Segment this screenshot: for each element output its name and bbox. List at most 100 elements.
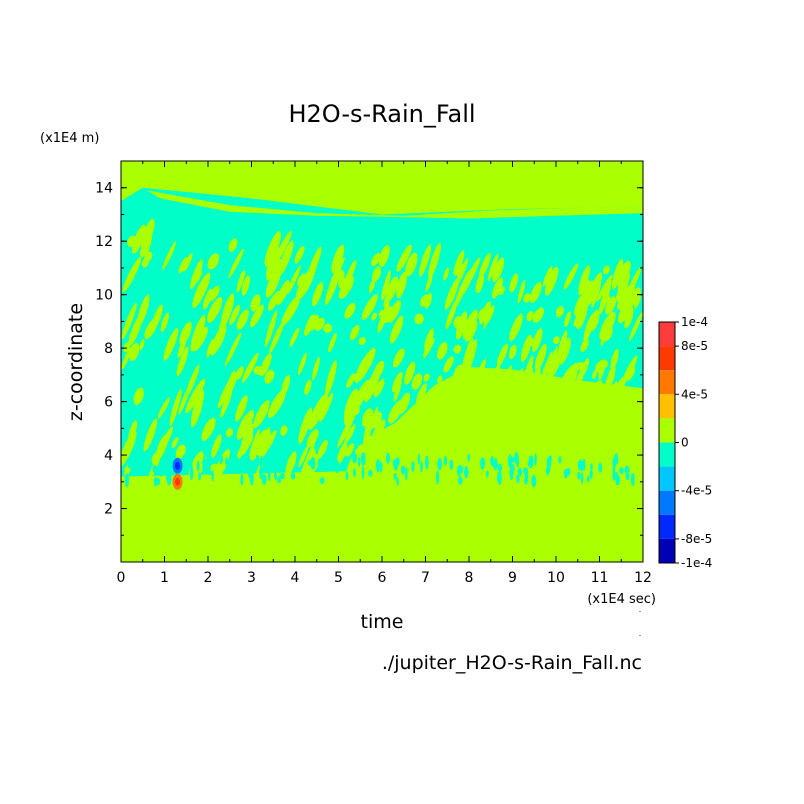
negative-speckle <box>580 472 584 485</box>
negative-speckle <box>528 455 534 469</box>
positive-streak <box>298 407 313 444</box>
positive-streak <box>629 312 643 341</box>
positive-streak <box>236 309 249 331</box>
negative-speckle <box>277 475 282 484</box>
positive-streak <box>416 383 427 404</box>
positive-streak <box>371 419 386 443</box>
positive-streak <box>178 256 189 274</box>
positive-streak <box>605 296 617 315</box>
positive-streak <box>424 293 432 309</box>
negative-speckle <box>379 461 383 473</box>
positive-streak <box>464 320 478 342</box>
source-file-label: ./jupiter_H2O-s-Rain_Fall.nc <box>382 652 642 674</box>
positive-streak <box>295 267 315 301</box>
negative-speckle <box>317 458 321 469</box>
positive-streak <box>548 407 559 422</box>
positive-streak <box>418 407 433 429</box>
positive-streak <box>343 411 354 427</box>
positive-streak <box>133 387 144 405</box>
positive-streak <box>441 415 458 447</box>
positive-streak <box>578 265 590 296</box>
negative-speckle <box>420 461 423 473</box>
colorbar-label: 1e-4 <box>681 315 708 329</box>
negative-speckle <box>435 470 440 485</box>
positive-streak <box>190 389 205 428</box>
negative-speckle <box>497 471 502 485</box>
positive-streak <box>442 388 456 425</box>
positive-streak <box>612 357 618 366</box>
x-tick-label: 10 <box>547 570 565 586</box>
positive-streak <box>519 366 534 389</box>
positive-streak <box>294 245 305 264</box>
positive-streak <box>344 443 355 459</box>
positive-streak <box>190 314 206 352</box>
positive-streak <box>371 253 381 267</box>
colorbar-bin <box>659 418 675 443</box>
colorbar-label: 4e-5 <box>681 387 708 401</box>
positive-streak <box>462 425 475 450</box>
negative-speckle <box>196 461 200 472</box>
positive-streak <box>479 301 491 325</box>
positive-streak <box>349 324 360 341</box>
negative-speckle <box>310 456 316 470</box>
negative-speckle <box>159 458 164 472</box>
positive-streak <box>427 450 443 474</box>
positive-streak <box>265 268 281 298</box>
negative-speckle <box>280 472 285 480</box>
positive-streak <box>627 287 641 308</box>
positive-streak <box>616 272 631 310</box>
x-tick-label: 2 <box>204 570 213 586</box>
negative-speckle <box>577 471 581 480</box>
positive-streak <box>544 266 559 296</box>
y-tick-label: 6 <box>104 395 113 411</box>
positive-streak <box>443 356 454 373</box>
positive-streak <box>429 432 447 467</box>
positive-streak <box>122 256 142 293</box>
negative-speckle <box>577 459 583 471</box>
chart-title: H2O-s-Rain_Fall <box>288 100 475 128</box>
negative-speckle <box>485 470 489 478</box>
positive-streak <box>540 351 553 385</box>
positive-streak <box>241 275 251 296</box>
positive-streak <box>362 408 374 428</box>
positive-streak <box>241 431 254 449</box>
negative-speckle <box>259 455 263 470</box>
negative-speckle <box>545 467 550 476</box>
positive-streak <box>201 417 216 441</box>
negative-speckle <box>509 466 514 481</box>
positive-streak <box>389 315 404 344</box>
positive-streak <box>289 327 300 348</box>
positive-streak <box>264 231 282 267</box>
positive-streak <box>228 238 238 252</box>
negative-speckle <box>274 470 278 481</box>
positive-streak <box>368 279 376 293</box>
positive-streak <box>253 400 270 429</box>
colorbar-label: -8e-5 <box>681 532 712 546</box>
y-tick-label: 12 <box>95 234 113 250</box>
positive-streak <box>264 309 278 348</box>
streak-group <box>121 218 643 488</box>
negative-speckle <box>582 458 586 471</box>
positive-streak <box>324 360 337 397</box>
negative-speckle <box>247 463 251 477</box>
negative-speckle <box>163 456 167 469</box>
negative-speckle <box>400 465 406 475</box>
positive-streak <box>323 323 332 333</box>
positive-streak <box>304 379 312 396</box>
positive-streak <box>461 338 474 374</box>
negative-speckle <box>563 468 568 479</box>
positive-streak <box>492 429 502 439</box>
positive-streak <box>221 293 235 326</box>
positive-streak <box>143 418 158 452</box>
negative-speckle <box>443 455 448 466</box>
negative-speckle <box>334 459 340 474</box>
positive-streak <box>453 262 463 276</box>
positive-streak <box>142 233 152 257</box>
positive-streak <box>498 286 505 296</box>
negative-speckle <box>259 465 263 480</box>
negative-speckle <box>480 457 486 470</box>
negative-speckle <box>425 455 429 470</box>
positive-streak <box>487 253 499 282</box>
positive-streak <box>185 378 206 414</box>
positive-streak <box>580 338 589 353</box>
